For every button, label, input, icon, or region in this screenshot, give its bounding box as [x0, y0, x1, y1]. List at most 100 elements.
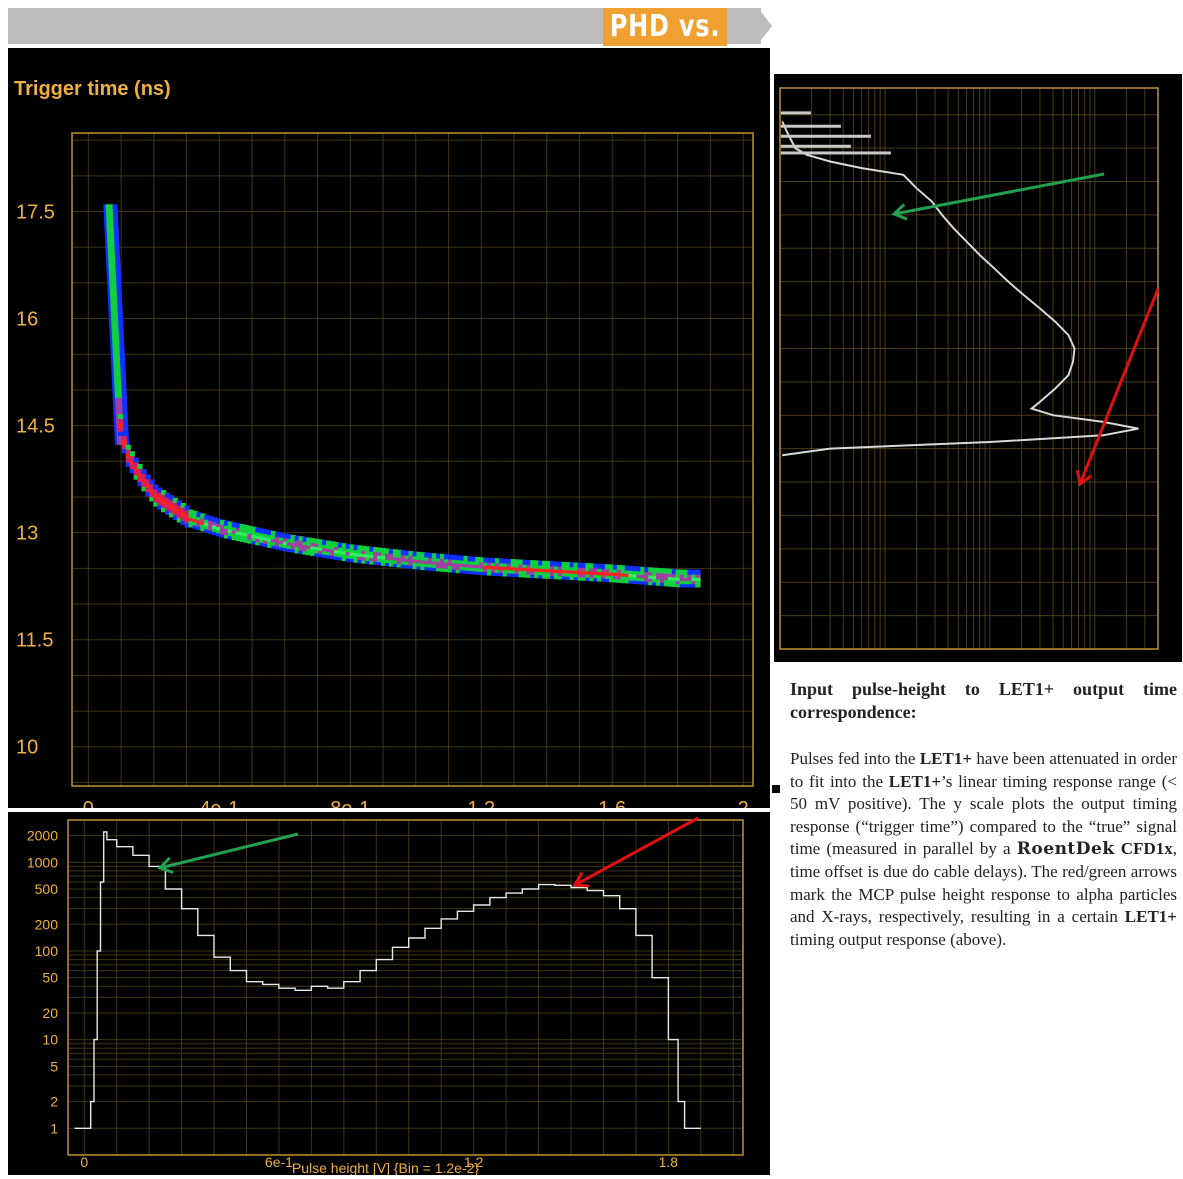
heat-cell: [188, 509, 194, 515]
heat-cell: [168, 512, 175, 518]
heat-cell: [671, 572, 678, 578]
heat-cell: [113, 212, 119, 218]
heat-cell: [114, 251, 120, 257]
heat-cell: [247, 538, 253, 544]
heat-cell: [377, 560, 383, 566]
heat-cell: [475, 563, 481, 569]
heat-cell: [573, 562, 579, 568]
heat-cell: [502, 571, 509, 577]
heat-cell: [274, 535, 281, 541]
green-arrow: [159, 832, 299, 870]
heat-cell: [624, 565, 630, 571]
heat-cell: [679, 569, 685, 575]
heat-cell: [608, 567, 615, 573]
heat-cell: [282, 546, 289, 552]
heat-cell: [510, 571, 516, 577]
heat-cell: [408, 560, 414, 566]
heat-cell: [357, 545, 363, 551]
heat-cell: [137, 476, 143, 482]
heat-cell: [428, 565, 434, 571]
heat-cell: [267, 542, 273, 548]
heat-cell: [506, 571, 512, 577]
heat-cell: [314, 548, 320, 554]
heat-cell: [487, 561, 493, 567]
heat-cell: [597, 576, 603, 582]
heat-cell: [267, 533, 273, 539]
heat-cell: [436, 559, 442, 565]
heat-cell: [644, 570, 650, 576]
heat-cell: [416, 558, 422, 564]
heat-cell: [314, 538, 320, 544]
scatter-chart: 10 11.5 13 14.5 16 17.5 0 4e-1 8e-1 1.2 1.6 2 Trigge…: [14, 78, 754, 839]
heat-cell: [149, 483, 155, 489]
heat-cell: [153, 488, 159, 494]
heat-cell: [396, 552, 402, 558]
heat-cell: [172, 506, 179, 512]
heat-cell: [695, 569, 701, 575]
heat-cell: [660, 568, 666, 574]
heat-cell: [683, 569, 689, 575]
heat-cell: [408, 557, 414, 563]
heat-cell: [119, 337, 125, 343]
heat-cell: [118, 319, 124, 325]
heat-cell: [223, 523, 230, 529]
heat-cell: [447, 567, 454, 573]
heat-cell: [231, 522, 237, 528]
heat-cell: [176, 508, 182, 514]
heat-cell: [663, 581, 670, 587]
heat-cell: [388, 561, 395, 567]
heat-cell: [632, 575, 638, 581]
heat-cell: [514, 562, 520, 568]
heat-cell: [290, 538, 296, 544]
heat-cell: [467, 565, 473, 571]
heat-cell: [259, 528, 265, 534]
heat-cell: [506, 568, 512, 574]
heat-cell: [212, 526, 218, 532]
heat-cell: [286, 547, 292, 553]
heat-cell: [455, 555, 461, 561]
heat-cell: [196, 518, 202, 524]
heat-cell: [243, 537, 249, 543]
heat-cell: [322, 546, 328, 552]
heat-cell: [451, 558, 457, 564]
heat-cell: [118, 324, 124, 330]
heat-cell: [597, 567, 603, 573]
heat-cell: [384, 548, 391, 554]
heat-cell: [530, 560, 536, 566]
heat-cell: [581, 575, 587, 581]
heat-cell: [357, 555, 363, 561]
heat-cell: [310, 544, 316, 550]
heat-cell: [479, 566, 485, 572]
heat-cell: [502, 561, 509, 567]
heat-cell: [436, 556, 442, 562]
marker-square: [772, 785, 780, 793]
heat-cell: [624, 568, 630, 574]
heat-cell: [223, 533, 230, 539]
heat-cell: [353, 544, 359, 550]
x-tick-label: 1.6: [598, 798, 626, 808]
heat-cell: [176, 513, 182, 519]
caption-product: CFD1x: [1114, 839, 1173, 859]
heat-cell: [157, 487, 163, 493]
heat-cell: [377, 550, 383, 556]
heat-cell: [534, 566, 540, 572]
y-tick-label: 100: [35, 943, 59, 959]
heat-cell: [518, 565, 524, 571]
heat-cell: [447, 554, 454, 560]
heat-cell: [483, 560, 489, 566]
heat-cell: [119, 341, 125, 347]
heat-cell: [487, 570, 493, 576]
heat-cell: [122, 405, 128, 411]
heat-cell: [271, 543, 277, 549]
heat-cell: [526, 563, 532, 569]
heat-cell: [227, 527, 234, 533]
heat-cell: [605, 573, 611, 579]
heat-cell: [589, 563, 595, 569]
heat-cell: [412, 564, 418, 570]
heat-cell: [514, 572, 520, 578]
heat-cell: [172, 510, 179, 516]
heat-cell: [164, 509, 171, 515]
red-arrow-head: [1075, 469, 1093, 487]
heat-cell: [314, 545, 320, 551]
heat-cell: [223, 520, 230, 526]
